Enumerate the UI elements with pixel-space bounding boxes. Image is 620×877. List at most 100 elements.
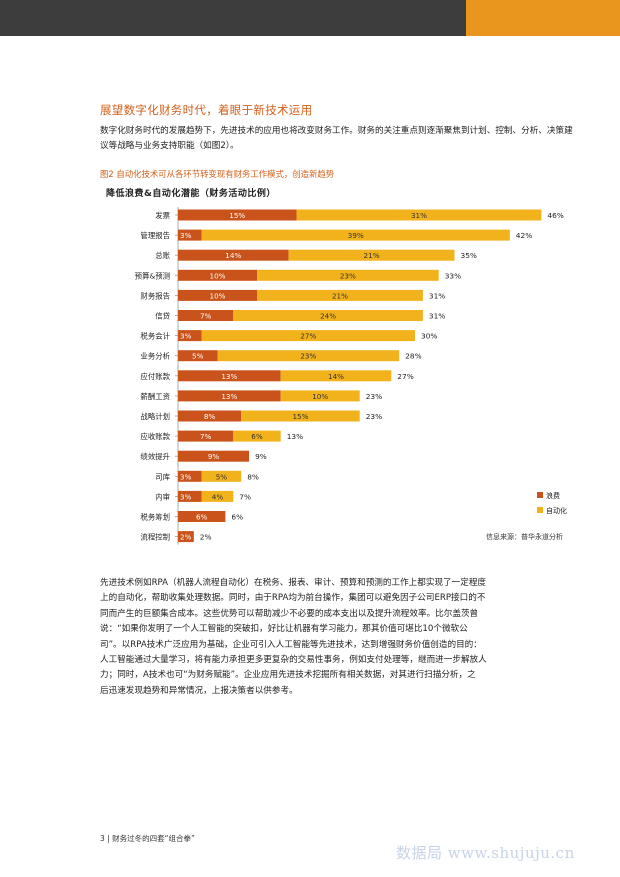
bar-waste bbox=[178, 229, 202, 241]
category-label: 业务分析 bbox=[140, 352, 170, 361]
data-label-automation: 24% bbox=[320, 312, 336, 321]
data-label-automation: 4% bbox=[212, 492, 224, 501]
category-label: 管理报告 bbox=[140, 231, 170, 240]
total-label: 31% bbox=[429, 312, 445, 321]
category-label: 应付账款 bbox=[140, 372, 170, 381]
bar-automation bbox=[201, 490, 234, 502]
total-label: 23% bbox=[366, 412, 382, 421]
category-label: 应收账款 bbox=[140, 432, 170, 441]
data-label-automation: 23% bbox=[340, 271, 356, 280]
total-label: 27% bbox=[397, 372, 413, 381]
data-label-automation: 21% bbox=[364, 251, 380, 260]
legend-label-waste: 浪费 bbox=[546, 491, 560, 500]
header-bar-dark bbox=[0, 0, 466, 36]
category-label: 绩效提升 bbox=[140, 452, 170, 461]
bar-automation bbox=[241, 410, 360, 422]
data-label-waste: 13% bbox=[221, 372, 237, 381]
body-line: 司”。以RPA技术广泛应用为基础，企业可引入人工智能等先进技术，达到增强财务价值… bbox=[100, 639, 482, 650]
body-line: 先进技术例如RPA（机器人流程自动化）在税务、报表、审计、预算和预测的工作上都实… bbox=[100, 578, 487, 588]
data-label-waste: 13% bbox=[221, 392, 237, 401]
bar-waste bbox=[178, 390, 281, 402]
bar-waste bbox=[178, 410, 242, 422]
chart-title: 降低浪费&自动化潜能（财务活动比例） bbox=[106, 189, 276, 199]
legend-swatch-waste bbox=[537, 492, 543, 498]
category-label: 流程控制 bbox=[140, 533, 170, 542]
category-label: 预算&预测 bbox=[135, 271, 170, 280]
total-label: 23% bbox=[366, 392, 382, 401]
bar-automation bbox=[280, 370, 392, 382]
data-label-automation: 5% bbox=[216, 472, 228, 481]
data-label-waste: 8% bbox=[204, 412, 216, 421]
bar-automation bbox=[201, 229, 510, 241]
total-label: 30% bbox=[421, 332, 437, 341]
data-label-waste: 14% bbox=[225, 251, 241, 260]
bar-automation bbox=[201, 330, 415, 342]
bar-waste bbox=[178, 430, 234, 442]
figure-caption: 图2 自动化技术可从各环节转变现有财务工作模式，创造新趋势 bbox=[100, 169, 335, 179]
header-bar-accent bbox=[466, 0, 620, 36]
body-line: 上的自动化，帮助收集处理数据。同时，由于RPA均为前台操作，集团可以避免因子公司… bbox=[100, 593, 486, 604]
data-label-waste: 15% bbox=[229, 211, 245, 220]
data-label-automation: 21% bbox=[332, 291, 348, 300]
bar-automation bbox=[280, 390, 360, 402]
total-label: 2% bbox=[200, 533, 212, 542]
category-label: 司库 bbox=[155, 472, 170, 481]
bar-waste bbox=[178, 511, 226, 522]
bar-waste bbox=[178, 350, 218, 362]
page-footer: 3 | 财务过冬的四套“组合拳” bbox=[100, 834, 195, 843]
bar-automation bbox=[201, 470, 242, 482]
data-label-waste: 3% bbox=[180, 492, 192, 501]
bar-automation bbox=[233, 430, 281, 442]
total-label: 46% bbox=[547, 211, 563, 220]
data-label-waste: 6% bbox=[196, 513, 208, 522]
total-label: 35% bbox=[461, 251, 477, 260]
data-label-waste: 10% bbox=[210, 291, 226, 300]
bar-waste bbox=[178, 249, 289, 261]
category-label: 总账 bbox=[155, 251, 170, 260]
bar-waste bbox=[178, 209, 297, 221]
category-label: 税务会计 bbox=[140, 332, 170, 341]
data-label-automation: 10% bbox=[312, 392, 328, 401]
data-label-waste: 3% bbox=[180, 332, 192, 341]
bar-waste bbox=[178, 490, 202, 502]
data-label-waste: 3% bbox=[180, 472, 192, 481]
stacked-bar-chart: 发票 15% 31% 46% 管理报告 3% 39% 42% 总账 14% 21% 35% 预算&预测 1… bbox=[135, 207, 567, 545]
total-label: 42% bbox=[516, 231, 532, 240]
bar-waste bbox=[178, 330, 202, 342]
bar-waste bbox=[178, 450, 250, 462]
intro-paragraph: 数字化财务时代的发展趋势下，先进技术的应用也将改变财务工作。财务的关注重点则逐渐… bbox=[100, 126, 573, 151]
bar-automation bbox=[288, 249, 455, 261]
body-line: 后迅速发现趋势和异常情况，上报决策者以供参考。 bbox=[100, 685, 298, 696]
data-label-waste: 3% bbox=[180, 231, 192, 240]
data-label-automation: 14% bbox=[328, 372, 344, 381]
bar-automation bbox=[296, 209, 542, 221]
category-label: 发票 bbox=[155, 211, 170, 220]
category-label: 内审 bbox=[155, 492, 170, 501]
bar-automation bbox=[217, 350, 400, 362]
bar-waste bbox=[178, 289, 257, 301]
bar-automation bbox=[233, 310, 423, 321]
total-label: 7% bbox=[239, 492, 251, 501]
bar-waste bbox=[178, 531, 194, 543]
data-label-automation: 6% bbox=[251, 432, 263, 441]
data-label-automation: 27% bbox=[300, 332, 316, 341]
category-label: 财务报告 bbox=[140, 291, 170, 300]
section-heading: 展望数字化财务时代，着眼于新技术运用 bbox=[100, 103, 313, 117]
body-line: 力；同时，A技术也可“为财务赋能”。企业应用先进技术挖掘所有相关数据，对其进行扫… bbox=[100, 670, 476, 681]
body-paragraph: 先进技术例如RPA（机器人流程自动化）在税务、报表、审计、预算和预测的工作上都实… bbox=[100, 576, 582, 699]
source-note: 信息来源：普华永道分析 bbox=[486, 533, 563, 541]
body-line: 同而产生的巨额集合成本。这些优势可以帮助减少不必要的成本支出以及提升流程效率。比… bbox=[100, 608, 479, 619]
data-label-waste: 7% bbox=[200, 312, 212, 321]
total-label: 28% bbox=[405, 352, 421, 361]
watermark: 数据局 www.shujuju.cn bbox=[396, 844, 575, 862]
total-label: 33% bbox=[445, 271, 461, 280]
data-label-waste: 2% bbox=[180, 533, 192, 542]
data-label-waste: 5% bbox=[192, 352, 204, 361]
legend-label-automation: 自动化 bbox=[546, 506, 567, 515]
total-label: 31% bbox=[429, 291, 445, 300]
data-label-waste: 9% bbox=[208, 452, 220, 461]
data-label-automation: 15% bbox=[292, 412, 308, 421]
category-label: 薪酬工资 bbox=[140, 392, 170, 401]
bar-automation bbox=[257, 269, 439, 281]
bar-waste bbox=[178, 470, 202, 482]
